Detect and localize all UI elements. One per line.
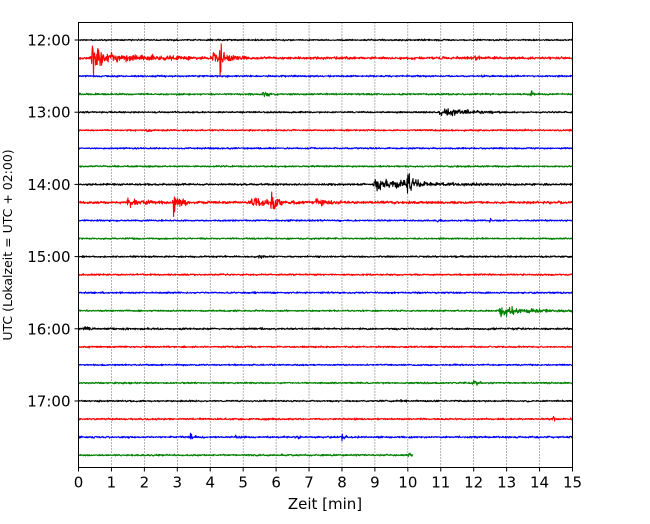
trace-row-1645 [77,379,573,386]
trace-row-1600 [78,325,574,331]
y-tick-label-1300: 13:00 [27,104,70,122]
x-axis-label: Zeit [min] [288,495,362,513]
y-tick-label-1600: 16:00 [27,320,70,338]
x-tick-label-2: 2 [140,474,150,492]
y-tick-label-1500: 15:00 [27,248,70,266]
vertical-grid [111,22,540,468]
axis-ticks: 0 1 2 3 4 5 6 7 8 9 10 11 12 13 14 1512:0013:0014:0015:… [27,32,582,492]
x-tick-label-15: 15 [563,474,582,492]
trace-row-1630 [78,363,573,367]
trace-row-1745 [78,452,414,458]
y-tick-label-1200: 12:00 [27,32,70,50]
x-tick-label-7: 7 [304,474,314,492]
trace-row-1400 [78,173,573,194]
x-tick-label-8: 8 [337,474,347,492]
trace-row-1730 [77,432,573,442]
trace-row-1245 [78,90,573,98]
x-tick-label-12: 12 [464,474,483,492]
x-tick-label-11: 11 [431,474,450,492]
x-tick-label-6: 6 [271,474,281,492]
trace-row-1715 [78,415,573,422]
x-tick-label-5: 5 [238,474,248,492]
trace-row-1500 [77,254,573,259]
y-tick-label-1700: 17:00 [27,393,70,411]
x-tick-label-0: 0 [74,474,84,492]
trace-row-1615 [78,345,573,349]
x-tick-label-13: 13 [497,474,516,492]
trace-row-1445 [78,237,574,241]
trace-row-1545 [78,306,573,318]
x-tick-label-10: 10 [398,474,417,492]
plot-frame [78,22,573,468]
trace-row-1230 [78,74,573,78]
trace-row-1330 [78,146,573,150]
trace-group [77,38,574,458]
trace-row-1300 [78,108,573,117]
trace-row-1530 [78,291,574,295]
x-tick-label-14: 14 [530,474,549,492]
y-axis-label: UTC (Lokalzeit = UTC + 02:00) [0,149,15,340]
x-tick-label-9: 9 [370,474,380,492]
trace-row-1700 [78,399,574,403]
trace-row-1415 [78,191,573,217]
trace-row-1200 [77,38,573,42]
trace-row-1430 [77,217,573,223]
y-tick-label-1400: 14:00 [27,176,70,194]
x-tick-label-3: 3 [173,474,183,492]
trace-row-1215 [78,43,574,78]
x-tick-label-1: 1 [107,474,117,492]
trace-row-1515 [78,272,573,277]
trace-row-1315 [78,128,573,133]
trace-row-1345 [78,164,573,168]
x-tick-label-4: 4 [205,474,215,492]
